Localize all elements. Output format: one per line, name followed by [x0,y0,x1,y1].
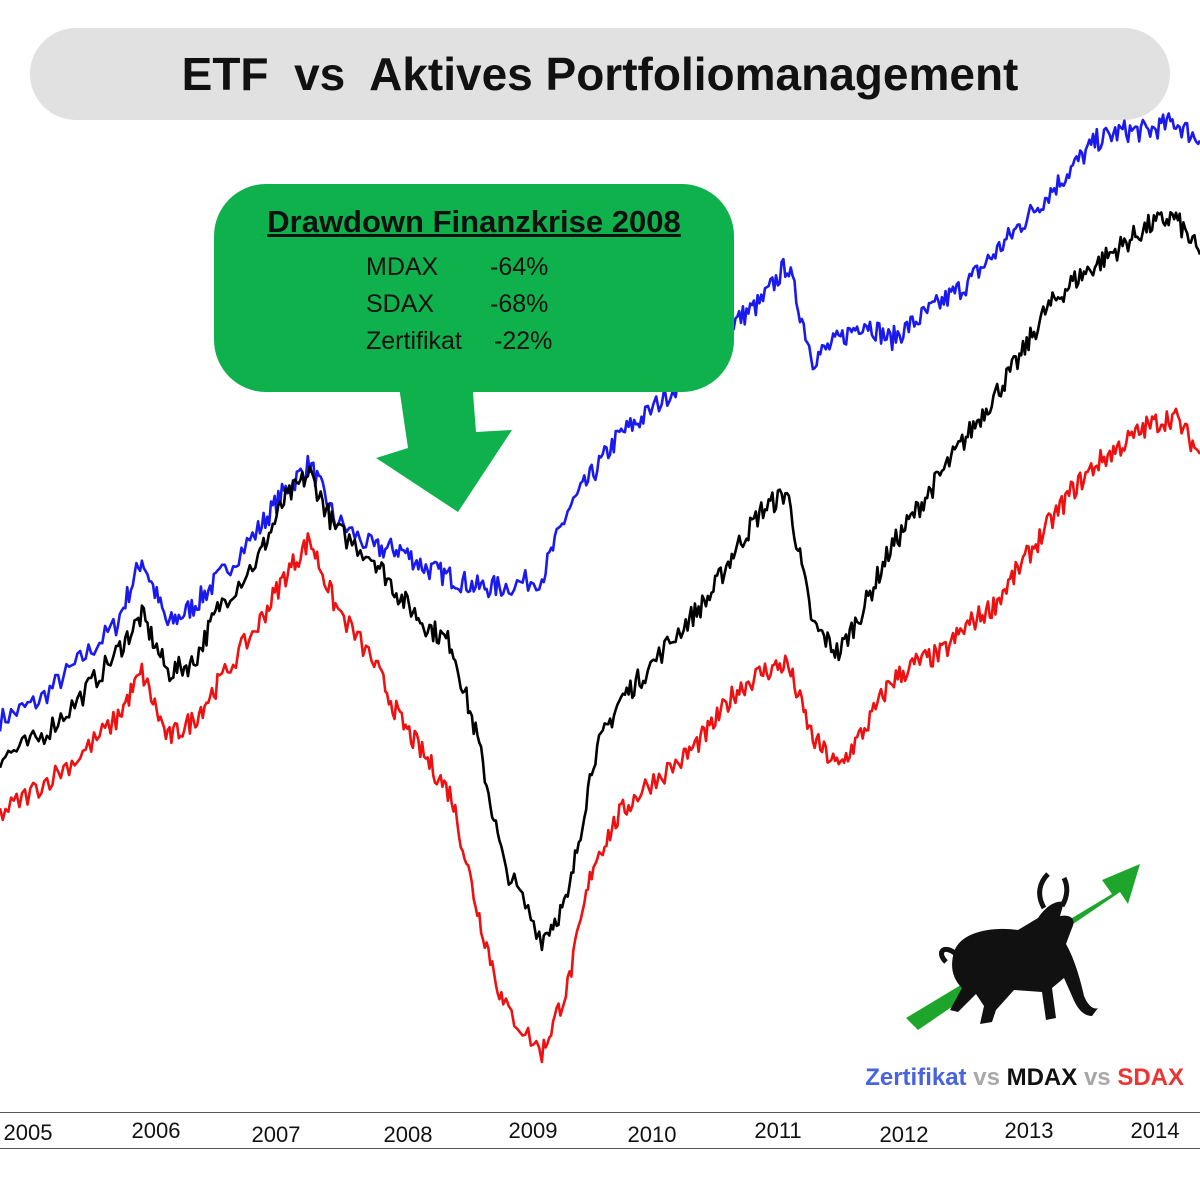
series-line-zertifikat [0,112,1200,732]
series-line-mdax [0,211,1200,952]
callout-row-label: SDAX [366,290,435,318]
callout-row-value: -64% [490,253,549,281]
legend-series-mdax: MDAX [1006,1064,1078,1091]
x-tick-label: 2007 [251,1122,301,1147]
callout-pointer-arrow [376,380,512,512]
bull-with-green-arrow-icon [906,864,1140,1030]
x-tick-label: 2005 [3,1120,53,1145]
legend-separator: vs [1083,1064,1111,1091]
x-tick-label: 2011 [754,1118,802,1143]
callout-row-value: -22% [494,327,553,355]
callout-row-label: Zertifikat [366,327,462,355]
title-banner: ETF vs Aktives Portfoliomanagement [30,28,1170,120]
x-tick-label: 2014 [1130,1118,1180,1143]
series-line-sdax [0,407,1200,1064]
legend-series-zertifikat: Zertifikat [865,1064,967,1091]
legend-series-sdax: SDAX [1117,1064,1184,1091]
callout-heading: Drawdown Finanzkrise 2008 [267,204,681,239]
x-tick-label: 2009 [508,1118,558,1143]
callout-row-value: -68% [490,290,549,318]
drawdown-callout [214,184,734,392]
series-layer [0,112,1200,1064]
x-axis-bottom-line [0,1148,1200,1149]
x-tick-label: 2012 [879,1122,929,1147]
page-title: ETF vs Aktives Portfoliomanagement [181,48,1019,100]
x-tick-label: 2013 [1004,1118,1054,1143]
x-tick-label: 2008 [383,1122,433,1147]
x-tick-label: 2006 [131,1118,181,1143]
legend-separator: vs [973,1064,1000,1091]
callout-row-label: MDAX [366,253,439,281]
x-tick-label: 2010 [627,1122,677,1147]
chart-legend: Zertifikat vs MDAX vs SDAX [865,1064,1184,1092]
x-axis-top-line [0,1112,1200,1113]
